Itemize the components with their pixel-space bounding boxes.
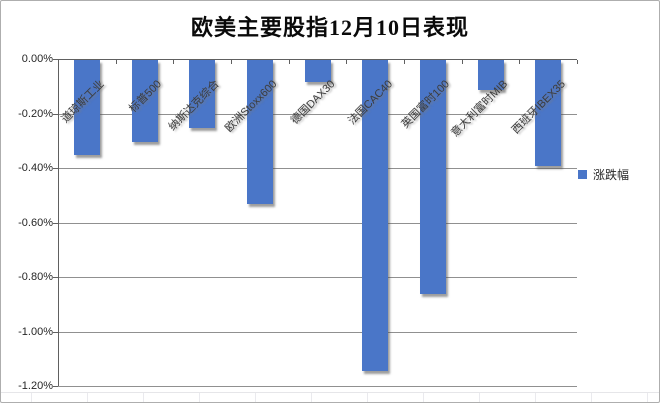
- y-axis-tick: [53, 59, 58, 60]
- bar-欧洲Stoxx600: [246, 60, 273, 205]
- legend-label: 涨跌幅: [593, 168, 630, 182]
- y-axis-label: -0.40%: [18, 162, 53, 174]
- x-axis-tick: [519, 60, 521, 64]
- y-axis-label: -1.00%: [18, 325, 53, 338]
- gridline: [58, 277, 577, 278]
- y-axis-label: 0.00%: [21, 53, 53, 65]
- legend-swatch-icon: [578, 170, 587, 179]
- gridline: [58, 386, 577, 387]
- gridline: [58, 168, 577, 169]
- x-axis-tick: [577, 60, 578, 64]
- bar-法国CAC40: [362, 60, 389, 371]
- x-axis-tick: [115, 60, 117, 64]
- y-axis-tick: [53, 277, 58, 278]
- y-axis-tick: [53, 113, 58, 115]
- bar-西班牙IBEX35: [535, 60, 562, 167]
- y-axis-label: -0.80%: [18, 271, 53, 283]
- gridline: [58, 222, 577, 224]
- x-axis-line: [58, 59, 577, 60]
- bar-德国DAX30: [304, 60, 331, 82]
- y-axis-tick: [53, 386, 58, 387]
- y-axis-label: -1.20%: [18, 380, 53, 392]
- x-axis-tick: [346, 60, 348, 64]
- bar-纳斯达克综合: [189, 60, 216, 129]
- y-axis-tick: [53, 331, 58, 333]
- bar-意大利富时MIB: [477, 60, 504, 90]
- bar-标普500: [131, 60, 158, 142]
- x-axis-tick: [58, 60, 59, 64]
- x-axis-tick: [231, 60, 232, 64]
- y-axis-label: -0.60%: [18, 216, 53, 229]
- gridline: [58, 331, 577, 333]
- bar-道琼斯工业: [73, 60, 100, 156]
- legend: 涨跌幅: [578, 166, 629, 183]
- x-axis-tick: [461, 60, 463, 64]
- y-axis-tick: [53, 222, 58, 224]
- y-axis-tick: [53, 168, 58, 169]
- bar-英国富时100: [419, 60, 446, 295]
- x-axis-tick: [404, 60, 405, 64]
- y-axis-label: -0.20%: [18, 107, 53, 120]
- gridline: [58, 113, 577, 115]
- x-axis-tick: [173, 60, 175, 64]
- spreadsheet-edge: [1, 392, 659, 402]
- x-axis-tick: [288, 60, 290, 64]
- y-axis-line: [58, 59, 59, 386]
- chart-title: 欧美主要股指12月10日表现: [190, 15, 469, 40]
- category-label: 德国DAX30: [288, 78, 338, 127]
